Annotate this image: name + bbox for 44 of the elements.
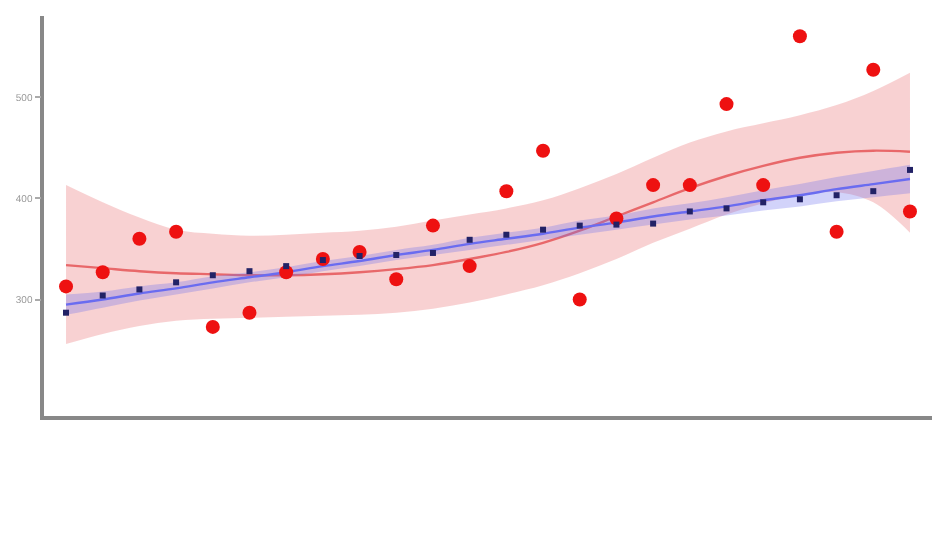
point — [760, 199, 767, 206]
point — [796, 196, 803, 203]
point — [132, 231, 147, 246]
point — [540, 226, 547, 233]
point — [136, 286, 143, 293]
point — [576, 222, 583, 229]
point — [242, 305, 257, 320]
point — [209, 272, 216, 279]
point — [205, 319, 220, 334]
point — [902, 204, 917, 219]
point — [870, 188, 877, 195]
point — [499, 184, 514, 199]
point — [650, 220, 657, 227]
point — [646, 178, 661, 193]
point — [173, 279, 180, 286]
point — [833, 192, 840, 199]
point — [536, 143, 551, 158]
point — [429, 249, 436, 256]
point — [719, 97, 734, 112]
point — [99, 292, 106, 299]
point — [389, 272, 404, 287]
point — [613, 221, 620, 228]
point — [906, 166, 913, 173]
point — [572, 292, 587, 307]
line-series — [64, 149, 912, 277]
point — [792, 29, 807, 44]
point — [63, 309, 70, 316]
point — [466, 236, 473, 243]
point — [59, 279, 74, 294]
point — [425, 218, 440, 233]
point — [393, 251, 400, 258]
point — [866, 62, 881, 77]
point — [462, 259, 477, 274]
point — [682, 178, 697, 193]
point — [686, 208, 693, 215]
point — [95, 265, 110, 280]
point — [723, 205, 730, 212]
point — [756, 178, 771, 193]
point — [169, 224, 184, 239]
point — [829, 224, 844, 239]
point — [503, 231, 510, 238]
point — [356, 253, 363, 259]
point — [246, 268, 253, 275]
point — [283, 263, 290, 270]
